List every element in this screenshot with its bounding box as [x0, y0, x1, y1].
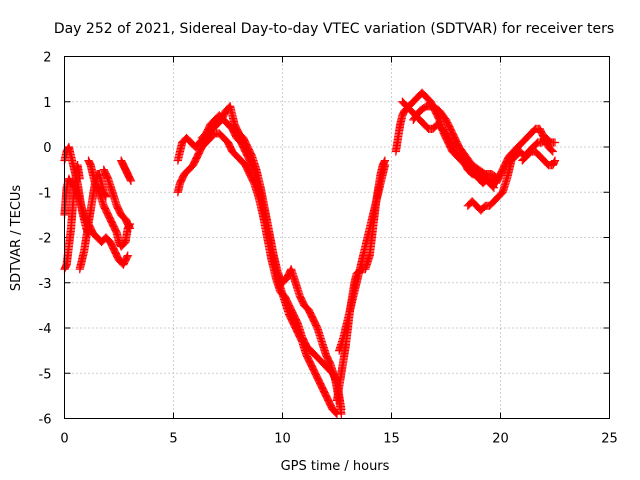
y-tick-label: -5 [39, 367, 52, 382]
x-axis-label: GPS time / hours [281, 459, 390, 474]
x-axis-tick-labels: 0 5 10 15 20 25 [60, 432, 617, 447]
y-tick-label: -1 [39, 186, 52, 201]
x-tick-label: 10 [274, 432, 291, 447]
data-point-marker [125, 224, 134, 233]
data-point-marker [550, 156, 560, 165]
grid [64, 56, 610, 419]
y-tick-label: -4 [39, 322, 52, 337]
x-tick-label: 15 [383, 432, 400, 447]
data-point-marker [332, 409, 342, 419]
y-tick-label: -3 [39, 277, 52, 292]
data-point-marker [547, 146, 556, 155]
series-sdtvar [60, 88, 560, 419]
data-point-marker [548, 147, 557, 156]
data-point-marker [123, 251, 132, 260]
y-tick-label: -6 [39, 413, 52, 428]
data-point-marker [331, 408, 341, 417]
data-point-marker [380, 161, 390, 170]
data-point-marker [492, 173, 502, 182]
y-axis-label: SDTVAR / TECUs [9, 185, 24, 292]
y-tick-label: 0 [43, 141, 51, 156]
data-point-marker [126, 176, 136, 186]
y-axis-tick-labels: -6 -5 -4 -3 -2 -1 0 1 2 [39, 51, 52, 428]
plot-frame [64, 56, 610, 419]
x-tick-label: 25 [601, 432, 618, 447]
x-tick-label: 20 [492, 432, 509, 447]
data-point-marker [550, 138, 560, 147]
data-point-marker [489, 183, 499, 192]
chart-title: Day 252 of 2021, Sidereal Day-to-day VTE… [54, 21, 614, 37]
y-tick-label: 2 [43, 51, 51, 66]
x-tick-label: 0 [60, 432, 68, 447]
data-series [60, 88, 560, 419]
y-tick-label: 1 [43, 96, 51, 111]
y-tick-label: -2 [39, 232, 52, 247]
data-point-marker [488, 182, 497, 191]
data-point-marker [494, 174, 503, 183]
data-point-marker [125, 223, 134, 232]
x-tick-label: 5 [169, 432, 177, 447]
data-point-marker [122, 252, 132, 261]
